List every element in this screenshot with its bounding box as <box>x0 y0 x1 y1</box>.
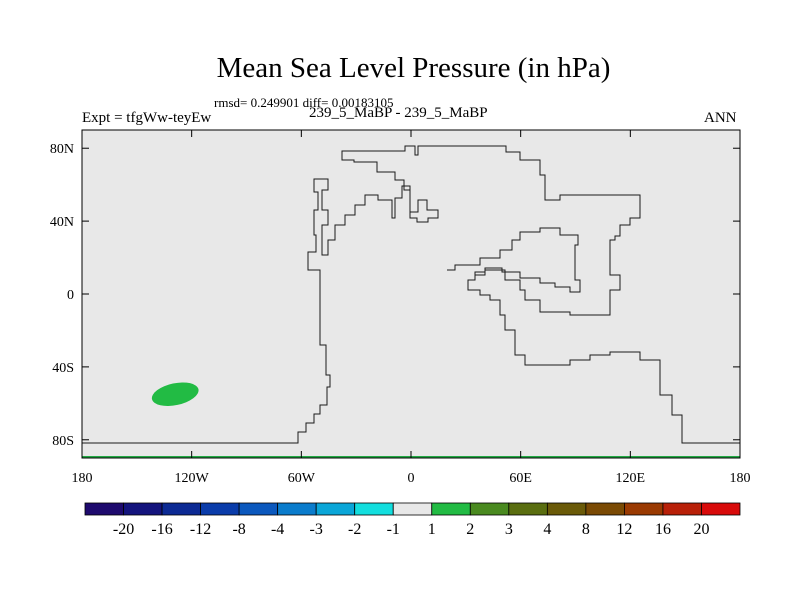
y-tick-label: 80N <box>50 142 74 157</box>
colorbar-label: 4 <box>543 521 551 538</box>
x-tick-label: 180 <box>72 471 93 486</box>
anomaly-blob <box>151 382 199 407</box>
y-tick-label: 40S <box>52 361 74 376</box>
season-label: ANN <box>704 110 737 126</box>
x-tick-label: 60W <box>288 471 316 486</box>
colorbar-label: 20 <box>693 521 709 538</box>
colorbar-box <box>431 502 471 516</box>
coastlines <box>82 145 740 444</box>
colorbar-label: 8 <box>582 521 590 538</box>
y-tick-label: 0 <box>67 288 74 303</box>
stats-line: rmsd= 0.249901 diff= 0.00183105 <box>214 95 394 110</box>
colorbar-label: -8 <box>232 521 245 538</box>
x-tick-label: 120W <box>175 471 210 486</box>
chart-title: Mean Sea Level Pressure (in hPa) <box>216 52 611 84</box>
colorbar-box <box>161 502 201 516</box>
experiment-label: Expt = tfgWw-teyEw <box>82 110 212 126</box>
colorbar-label: -16 <box>151 521 172 538</box>
x-axis: 180 120W 60W 0 60E 120E 180 <box>72 130 751 486</box>
colorbar-label: 1 <box>428 521 436 538</box>
colorbar-box <box>701 502 741 516</box>
colorbar-labels: -20 -16 -12 -8 -4 -3 -2 -1 1 2 3 4 8 12 16 20 <box>113 521 710 538</box>
comparison-label: 239_5_MaBP - 239_5_MaBP <box>309 105 488 121</box>
colorbar-boxes <box>84 502 741 516</box>
colorbar-label: -3 <box>310 521 323 538</box>
anomaly-layer <box>151 382 199 407</box>
colorbar-box <box>123 502 163 516</box>
colorbar-label: -20 <box>113 521 134 538</box>
x-tick-label: 120E <box>616 471 646 486</box>
colorbar-box <box>277 502 317 516</box>
colorbar-box <box>392 502 433 516</box>
colorbar-label: 16 <box>655 521 671 538</box>
colorbar-box <box>200 502 240 516</box>
colorbar-label: 12 <box>616 521 632 538</box>
colorbar-box <box>238 502 279 516</box>
x-tick-label: 60E <box>509 471 532 486</box>
x-tick-label: 180 <box>730 471 751 486</box>
colorbar-label: -2 <box>348 521 361 538</box>
colorbar-label: -4 <box>271 521 284 538</box>
colorbar-label: -1 <box>387 521 400 538</box>
colorbar-box <box>354 502 394 516</box>
y-tick-label: 80S <box>52 434 74 449</box>
colorbar-box <box>315 502 356 516</box>
colorbar-label: 2 <box>466 521 474 538</box>
colorbar-box <box>624 502 664 516</box>
coastline-inner-sea <box>447 227 581 293</box>
colorbar-label: -12 <box>190 521 211 538</box>
y-tick-label: 40N <box>50 215 74 230</box>
plot-background <box>82 130 740 458</box>
colorbar-box <box>84 502 124 516</box>
colorbar-box <box>546 502 587 516</box>
colorbar-label: 3 <box>505 521 513 538</box>
coastline-americas-europe-africa <box>82 145 740 444</box>
x-tick-label: 0 <box>408 471 415 486</box>
colorbar-box <box>508 502 548 516</box>
colorbar-box <box>469 502 510 516</box>
y-axis: 80N 40N 0 40S 80S <box>50 142 740 449</box>
colorbar-box <box>662 502 702 516</box>
colorbar-box <box>585 502 625 516</box>
